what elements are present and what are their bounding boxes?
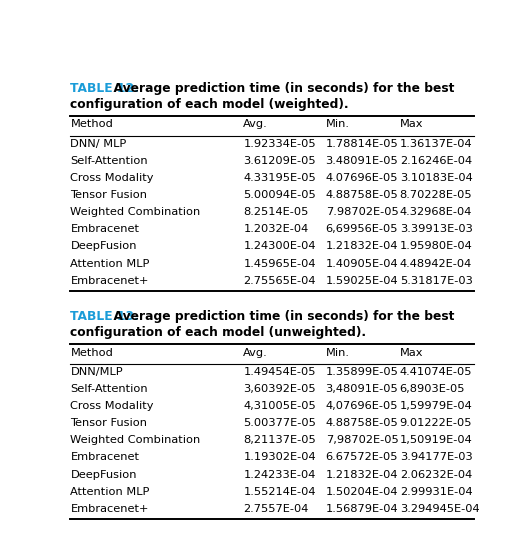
Text: Self-Attention: Self-Attention (71, 156, 148, 166)
Text: 2.75565E-04: 2.75565E-04 (243, 276, 316, 286)
Text: Weighted Combination: Weighted Combination (71, 435, 201, 445)
Text: 1.49454E-05: 1.49454E-05 (243, 367, 316, 377)
Text: configuration of each model (weighted).: configuration of each model (weighted). (71, 97, 349, 111)
Text: configuration of each model (unweighted).: configuration of each model (unweighted)… (71, 326, 366, 339)
Text: 9.01222E-05: 9.01222E-05 (400, 418, 472, 428)
Text: 1.45965E-04: 1.45965E-04 (243, 259, 316, 269)
Text: 8,21137E-05: 8,21137E-05 (243, 435, 316, 445)
Text: 1,59979E-04: 1,59979E-04 (400, 401, 473, 411)
Text: 2.06232E-04: 2.06232E-04 (400, 470, 472, 480)
Text: 1.56879E-04: 1.56879E-04 (326, 504, 398, 514)
Text: 3,60392E-05: 3,60392E-05 (243, 384, 316, 394)
Text: 6,69956E-05: 6,69956E-05 (326, 224, 398, 234)
Text: 3.39913E-03: 3.39913E-03 (400, 224, 473, 234)
Text: Tensor Fusion: Tensor Fusion (71, 418, 148, 428)
Text: 3.61209E-05: 3.61209E-05 (243, 156, 316, 166)
Text: Average prediction time (in seconds) for the best: Average prediction time (in seconds) for… (105, 310, 455, 323)
Text: 7,98702E-05: 7,98702E-05 (326, 435, 398, 445)
Text: 4,07696E-05: 4,07696E-05 (326, 401, 398, 411)
Text: 1.78814E-05: 1.78814E-05 (326, 138, 398, 148)
Text: Cross Modality: Cross Modality (71, 173, 154, 183)
Text: DeepFusion: DeepFusion (71, 241, 137, 251)
Text: 1.2032E-04: 1.2032E-04 (243, 224, 309, 234)
Text: Embracenet: Embracenet (71, 453, 140, 463)
Text: 1.21832E-04: 1.21832E-04 (326, 241, 398, 251)
Text: 7.98702E-05: 7.98702E-05 (326, 207, 398, 217)
Text: DNN/ MLP: DNN/ MLP (71, 138, 127, 148)
Text: TABLE 13.: TABLE 13. (71, 310, 139, 323)
Text: 6.67572E-05: 6.67572E-05 (326, 453, 398, 463)
Text: 1,50919E-04: 1,50919E-04 (400, 435, 473, 445)
Text: 8.2514E-05: 8.2514E-05 (243, 207, 309, 217)
Text: Method: Method (71, 120, 113, 130)
Text: Avg.: Avg. (243, 120, 268, 130)
Text: 4.88758E-05: 4.88758E-05 (326, 190, 398, 200)
Text: 4.41074E-05: 4.41074E-05 (400, 367, 472, 377)
Text: 2.99931E-04: 2.99931E-04 (400, 486, 473, 497)
Text: DNN/MLP: DNN/MLP (71, 367, 123, 377)
Text: 5.31817E-03: 5.31817E-03 (400, 276, 473, 286)
Text: 4.07696E-05: 4.07696E-05 (326, 173, 398, 183)
Text: Tensor Fusion: Tensor Fusion (71, 190, 148, 200)
Text: Max: Max (400, 348, 423, 358)
Text: 4.88758E-05: 4.88758E-05 (326, 418, 398, 428)
Text: Avg.: Avg. (243, 348, 268, 358)
Text: 3,48091E-05: 3,48091E-05 (326, 384, 398, 394)
Text: Average prediction time (in seconds) for the best: Average prediction time (in seconds) for… (105, 82, 455, 95)
Text: Embracenet: Embracenet (71, 224, 140, 234)
Text: Weighted Combination: Weighted Combination (71, 207, 201, 217)
Text: 4,31005E-05: 4,31005E-05 (243, 401, 316, 411)
Text: 3.94177E-03: 3.94177E-03 (400, 453, 473, 463)
Text: Self-Attention: Self-Attention (71, 384, 148, 394)
Text: 3.10183E-04: 3.10183E-04 (400, 173, 473, 183)
Text: 1.35899E-05: 1.35899E-05 (326, 367, 398, 377)
Text: 4.32968E-04: 4.32968E-04 (400, 207, 472, 217)
Text: 3.48091E-05: 3.48091E-05 (326, 156, 398, 166)
Text: 1.24300E-04: 1.24300E-04 (243, 241, 316, 251)
Text: 1.21832E-04: 1.21832E-04 (326, 470, 398, 480)
Text: 4.48942E-04: 4.48942E-04 (400, 259, 472, 269)
Text: 5.00094E-05: 5.00094E-05 (243, 190, 316, 200)
Text: 1.36137E-04: 1.36137E-04 (400, 138, 473, 148)
Text: Min.: Min. (326, 120, 349, 130)
Text: 1.95980E-04: 1.95980E-04 (400, 241, 473, 251)
Text: Embracenet+: Embracenet+ (71, 504, 149, 514)
Text: 1.19302E-04: 1.19302E-04 (243, 453, 316, 463)
Text: 1.50204E-04: 1.50204E-04 (326, 486, 398, 497)
Text: Method: Method (71, 348, 113, 358)
Text: 6,8903E-05: 6,8903E-05 (400, 384, 465, 394)
Text: 1.59025E-04: 1.59025E-04 (326, 276, 398, 286)
Text: 2.7557E-04: 2.7557E-04 (243, 504, 309, 514)
Text: 1.40905E-04: 1.40905E-04 (326, 259, 398, 269)
Text: Cross Modality: Cross Modality (71, 401, 154, 411)
Text: 8.70228E-05: 8.70228E-05 (400, 190, 473, 200)
Text: Attention MLP: Attention MLP (71, 486, 150, 497)
Text: TABLE 12.: TABLE 12. (71, 82, 139, 95)
Text: Attention MLP: Attention MLP (71, 259, 150, 269)
Text: DeepFusion: DeepFusion (71, 470, 137, 480)
Text: 1.92334E-05: 1.92334E-05 (243, 138, 316, 148)
Text: Min.: Min. (326, 348, 349, 358)
Text: 1.55214E-04: 1.55214E-04 (243, 486, 316, 497)
Text: 1.24233E-04: 1.24233E-04 (243, 470, 316, 480)
Text: Max: Max (400, 120, 423, 130)
Text: 3.294945E-04: 3.294945E-04 (400, 504, 479, 514)
Text: Embracenet+: Embracenet+ (71, 276, 149, 286)
Text: 4.33195E-05: 4.33195E-05 (243, 173, 316, 183)
Text: 2.16246E-04: 2.16246E-04 (400, 156, 472, 166)
Text: 5.00377E-05: 5.00377E-05 (243, 418, 316, 428)
